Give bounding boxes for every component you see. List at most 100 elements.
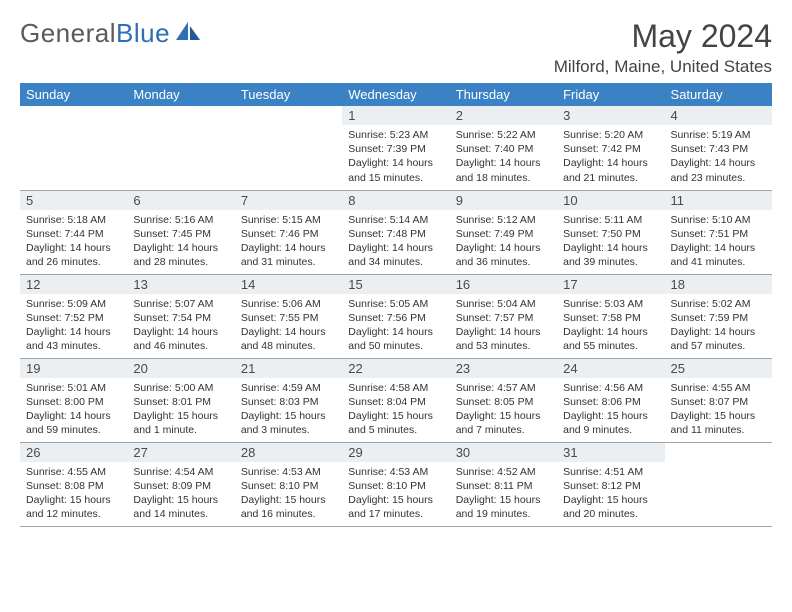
- dow-tuesday: Tuesday: [235, 83, 342, 106]
- header: GeneralBlue May 2024: [20, 18, 772, 55]
- day-cell: 25Sunrise: 4:55 AMSunset: 8:07 PMDayligh…: [665, 358, 772, 442]
- sunset-line: Sunset: 7:39 PM: [348, 143, 426, 155]
- daylight-line: Daylight: 15 hours and 5 minutes.: [348, 410, 433, 436]
- day-details: Sunrise: 5:18 AMSunset: 7:44 PMDaylight:…: [20, 210, 127, 274]
- day-number: 7: [235, 191, 342, 210]
- sunset-line: Sunset: 7:40 PM: [456, 143, 534, 155]
- brand-name-b: Blue: [116, 18, 170, 49]
- sunset-line: Sunset: 7:59 PM: [671, 312, 749, 324]
- sunset-line: Sunset: 8:10 PM: [348, 480, 426, 492]
- day-number: 9: [450, 191, 557, 210]
- week-row: 26Sunrise: 4:55 AMSunset: 8:08 PMDayligh…: [20, 442, 772, 526]
- sunset-line: Sunset: 8:08 PM: [26, 480, 104, 492]
- daylight-line: Daylight: 14 hours and 48 minutes.: [241, 326, 326, 352]
- day-number: 28: [235, 443, 342, 462]
- sunrise-line: Sunrise: 5:04 AM: [456, 298, 536, 310]
- week-row: 19 Sunrise: 5:01 AM Sunset: 8:00 PM Dayligh…: [20, 358, 772, 442]
- day-details: Sunrise: 5:10 AMSunset: 7:51 PMDaylight:…: [665, 210, 772, 274]
- sunset-line: Sunset: 8:10 PM: [241, 480, 319, 492]
- day-details: Sunrise: 5:22 AM Sunset: 7:40 PM Daylight:…: [450, 125, 557, 189]
- day-cell: 18Sunrise: 5:02 AMSunset: 7:59 PMDayligh…: [665, 274, 772, 358]
- daylight-line: Daylight: 14 hours and 18 minutes.: [456, 157, 541, 183]
- logo-sail-icon: [174, 18, 202, 49]
- week-row: 1Sunrise: 5:23 AMSunset: 7:39 PMDaylight…: [20, 106, 772, 190]
- sunset-line: Sunset: 7:51 PM: [671, 228, 749, 240]
- day-cell: 30Sunrise: 4:52 AMSunset: 8:11 PMDayligh…: [450, 442, 557, 526]
- daylight-line: Daylight: 14 hours and 34 minutes.: [348, 242, 433, 268]
- day-cell: 20Sunrise: 5:00 AMSunset: 8:01 PMDayligh…: [127, 358, 234, 442]
- sunset-line: Sunset: 7:56 PM: [348, 312, 426, 324]
- day-number: 8: [342, 191, 449, 210]
- day-details: Sunrise: 5:03 AMSunset: 7:58 PMDaylight:…: [557, 294, 664, 358]
- day-details: Sunrise: 5:20 AMSunset: 7:42 PMDaylight:…: [557, 125, 664, 189]
- daylight-line: Daylight: 14 hours and 59 minutes.: [26, 410, 111, 436]
- day-number: 20: [127, 359, 234, 378]
- sunset-line: Sunset: 8:11 PM: [456, 480, 533, 492]
- dow-monday: Monday: [127, 83, 234, 106]
- sunset-line: Sunset: 7:52 PM: [26, 312, 104, 324]
- sunset-line: Sunset: 8:09 PM: [133, 480, 211, 492]
- day-cell: 19 Sunrise: 5:01 AM Sunset: 8:00 PM Dayligh…: [20, 358, 127, 442]
- sunrise-line: Sunrise: 5:00 AM: [133, 382, 213, 394]
- sunrise-line: Sunrise: 4:52 AM: [456, 466, 536, 478]
- day-details: Sunrise: 5:05 AMSunset: 7:56 PMDaylight:…: [342, 294, 449, 358]
- sunrise-line: Sunrise: 5:11 AM: [563, 214, 642, 226]
- day-cell: 12Sunrise: 5:09 AMSunset: 7:52 PMDayligh…: [20, 274, 127, 358]
- day-cell: 4Sunrise: 5:19 AMSunset: 7:43 PMDaylight…: [665, 106, 772, 190]
- sunrise-line: Sunrise: 5:12 AM: [456, 214, 536, 226]
- day-cell: 2Sunrise: 5:22 AMSunset: 7:40 PMDaylight…: [450, 106, 557, 190]
- sunset-line: Sunset: 8:00 PM: [26, 396, 104, 408]
- sunset-line: Sunset: 8:03 PM: [241, 396, 319, 408]
- day-number: 30: [450, 443, 557, 462]
- daylight-line: Daylight: 14 hours and 46 minutes.: [133, 326, 218, 352]
- sunset-line: Sunset: 7:45 PM: [133, 228, 211, 240]
- sunrise-line: Sunrise: 5:03 AM: [563, 298, 643, 310]
- day-details: Sunrise: 4:58 AMSunset: 8:04 PMDaylight:…: [342, 378, 449, 442]
- sunset-line: Sunset: 7:50 PM: [563, 228, 641, 240]
- sunrise-line: Sunrise: 4:53 AM: [241, 466, 321, 478]
- day-details: Sunrise: 4:53 AMSunset: 8:10 PMDaylight:…: [342, 462, 449, 526]
- day-number: 11: [665, 191, 772, 210]
- day-number: 29: [342, 443, 449, 462]
- daylight-line: Daylight: 14 hours and 55 minutes.: [563, 326, 648, 352]
- sunrise-line: Sunrise: 4:56 AM: [563, 382, 643, 394]
- location-line: Milford, Maine, United States: [20, 57, 772, 77]
- week-row: 5Sunrise: 5:18 AMSunset: 7:44 PMDaylight…: [20, 190, 772, 274]
- day-cell: 28Sunrise: 4:53 AMSunset: 8:10 PMDayligh…: [235, 442, 342, 526]
- calendar-table: Sunday Monday Tuesday Wednesday Thursday…: [20, 83, 772, 527]
- day-details: Sunrise: 5:06 AMSunset: 7:55 PMDaylight:…: [235, 294, 342, 358]
- sunset-line: Sunset: 8:01 PM: [133, 396, 211, 408]
- day-number: 6: [127, 191, 234, 210]
- day-number: 12: [20, 275, 127, 294]
- dow-wednesday: Wednesday: [342, 83, 449, 106]
- sunrise-line: Sunrise: 5:19 AM: [671, 129, 751, 141]
- day-details: Sunrise: 5:12 AMSunset: 7:49 PMDaylight:…: [450, 210, 557, 274]
- day-number: 5: [20, 191, 127, 210]
- sunrise-line: Sunrise: 4:54 AM: [133, 466, 213, 478]
- day-details: Sunrise: 5:15 AMSunset: 7:46 PMDaylight:…: [235, 210, 342, 274]
- daylight-line: Daylight: 14 hours and 57 minutes.: [671, 326, 756, 352]
- sunrise-line: Sunrise: 4:59 AM: [241, 382, 321, 394]
- sunrise-line: Sunrise: 5:02 AM: [671, 298, 751, 310]
- day-cell: 9Sunrise: 5:12 AMSunset: 7:49 PMDaylight…: [450, 190, 557, 274]
- day-cell: 26Sunrise: 4:55 AMSunset: 8:08 PMDayligh…: [20, 442, 127, 526]
- daylight-line: Daylight: 14 hours and 28 minutes.: [133, 242, 218, 268]
- day-cell: 6Sunrise: 5:16 AMSunset: 7:45 PMDaylight…: [127, 190, 234, 274]
- daylight-line: Daylight: 14 hours and 31 minutes.: [241, 242, 326, 268]
- day-cell: 10Sunrise: 5:11 AMSunset: 7:50 PMDayligh…: [557, 190, 664, 274]
- daylight-line: Daylight: 15 hours and 3 minutes.: [241, 410, 326, 436]
- sunset-line: Sunset: 8:05 PM: [456, 396, 534, 408]
- day-number: 19: [20, 359, 127, 378]
- sunset-line: Sunset: 7:42 PM: [563, 143, 641, 155]
- page-title: May 2024: [631, 18, 772, 55]
- sunrise-line: Sunrise: 5:01 AM: [26, 382, 106, 394]
- daylight-line: Daylight: 14 hours and 26 minutes.: [26, 242, 111, 268]
- day-cell: 24Sunrise: 4:56 AMSunset: 8:06 PMDayligh…: [557, 358, 664, 442]
- sunrise-line: Sunrise: 5:09 AM: [26, 298, 106, 310]
- day-details: Sunrise: 5:11 AMSunset: 7:50 PMDaylight:…: [557, 210, 664, 274]
- sunrise-line: Sunrise: 5:22 AM: [456, 129, 536, 141]
- sunset-line: Sunset: 7:46 PM: [241, 228, 319, 240]
- sunrise-line: Sunrise: 4:55 AM: [26, 466, 106, 478]
- day-details: Sunrise: 4:55 AMSunset: 8:07 PMDaylight:…: [665, 378, 772, 442]
- day-details: Sunrise: 5:16 AMSunset: 7:45 PMDaylight:…: [127, 210, 234, 274]
